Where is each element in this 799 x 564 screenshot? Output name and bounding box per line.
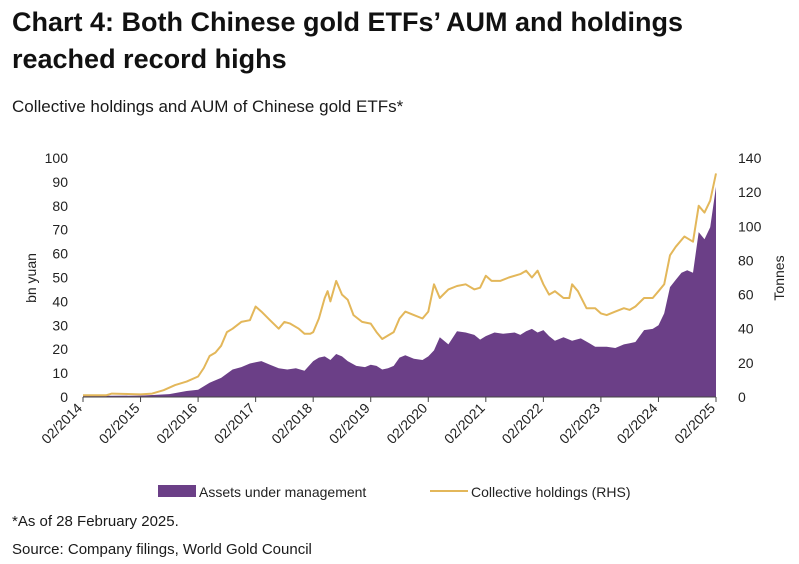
x-tick-label: 02/2018 (268, 400, 315, 447)
chart-title: Chart 4: Both Chinese gold ETFs’ AUM and… (12, 7, 684, 74)
left-tick-label: 80 (52, 198, 68, 214)
left-tick-label: 30 (52, 317, 68, 333)
left-tick-label: 60 (52, 246, 68, 262)
left-tick-label: 10 (52, 365, 68, 381)
left-tick-label: 0 (60, 389, 68, 405)
left-tick-label: 20 (52, 341, 68, 357)
plot-area (83, 173, 717, 397)
right-tick-label: 20 (738, 355, 754, 371)
legend-label-holdings: Collective holdings (RHS) (471, 484, 631, 500)
left-axis-ticks: 0 10 20 30 40 50 60 70 80 90 100 (45, 150, 69, 405)
right-tick-label: 140 (738, 150, 762, 166)
x-tick-label: 02/2017 (211, 400, 258, 447)
x-tick-label: 02/2021 (441, 400, 488, 447)
left-tick-label: 50 (52, 270, 68, 286)
x-axis: 02/2014 02/2015 02/2016 02/2017 02/2018 02/20… (38, 396, 718, 447)
legend-label-aum: Assets under management (199, 484, 366, 500)
right-axis-ticks: 0 20 40 60 80 100 120 140 (738, 150, 762, 405)
holdings-line-series (83, 173, 717, 397)
footnote: *As of 28 February 2025. (12, 513, 179, 530)
right-tick-label: 80 (738, 252, 754, 268)
x-tick-label: 02/2025 (671, 400, 718, 447)
x-tick-label: 02/2022 (498, 400, 545, 447)
aum-area-series (83, 186, 716, 397)
x-tick-label: 02/2024 (613, 400, 660, 447)
left-axis-label: bn yuan (23, 253, 39, 303)
legend-swatch-aum (158, 485, 196, 497)
x-tick-label: 02/2014 (38, 400, 85, 447)
right-tick-label: 0 (738, 389, 746, 405)
left-tick-label: 100 (45, 150, 69, 166)
left-tick-label: 90 (52, 174, 68, 190)
right-axis-label: Tonnes (771, 255, 787, 300)
x-tick-label: 02/2023 (556, 400, 603, 447)
source-note: Source: Company filings, World Gold Coun… (12, 541, 312, 558)
x-tick-label: 02/2020 (383, 400, 430, 447)
x-tick-label: 02/2015 (96, 400, 143, 447)
x-tick-label: 02/2016 (153, 400, 200, 447)
chart-subtitle: Collective holdings and AUM of Chinese g… (12, 97, 404, 116)
x-tick-label: 02/2019 (326, 400, 373, 447)
legend: Assets under management Collective holdi… (158, 484, 631, 500)
left-tick-label: 70 (52, 222, 68, 238)
right-tick-label: 120 (738, 184, 762, 200)
right-tick-label: 100 (738, 218, 762, 234)
right-tick-label: 40 (738, 321, 754, 337)
right-tick-label: 60 (738, 287, 754, 303)
left-tick-label: 40 (52, 293, 68, 309)
